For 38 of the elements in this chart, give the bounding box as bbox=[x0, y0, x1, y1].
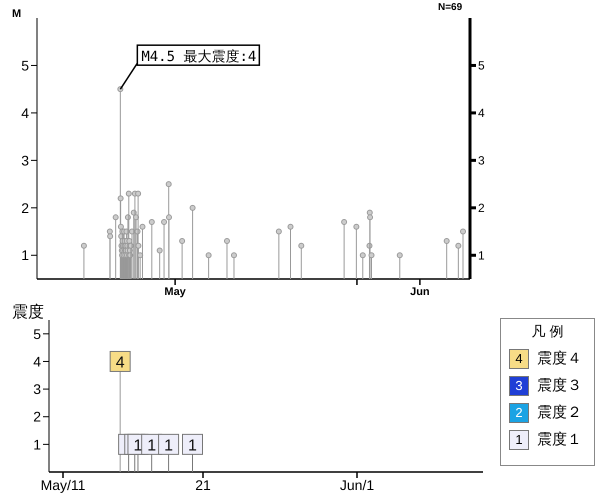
text: 1 bbox=[509, 430, 529, 450]
y-axis-title: M bbox=[12, 8, 22, 20]
data-label: 1 bbox=[188, 437, 198, 454]
y2-tick-label: 3 bbox=[478, 154, 485, 168]
text: 3 bbox=[509, 376, 529, 396]
text: 4 bbox=[509, 348, 529, 368]
y2-tick-label: 4 bbox=[478, 106, 485, 120]
y-tick-label: 3 bbox=[21, 152, 30, 168]
y-tick-label: 3 bbox=[33, 381, 42, 398]
y2-tick-label: 2 bbox=[478, 201, 485, 216]
legend-label: 震度３ bbox=[537, 376, 582, 395]
data-label: 4 bbox=[116, 354, 125, 372]
y-tick-label: 4 bbox=[21, 104, 30, 121]
legend-title: 凡 例 bbox=[530, 323, 564, 341]
legend-label: 震度１ bbox=[537, 430, 582, 449]
y-tick-label: 2 bbox=[33, 408, 42, 425]
y-tick-label: 1 bbox=[21, 247, 30, 264]
text: 2 bbox=[509, 402, 529, 422]
y-tick-label: 2 bbox=[21, 200, 30, 216]
y-tick-label: 5 bbox=[33, 326, 42, 342]
annotation: M4.5 最大震度:4 bbox=[141, 49, 256, 66]
y-axis-title: 震度 bbox=[12, 302, 44, 323]
y-tick-label: 5 bbox=[21, 57, 30, 74]
y-tick-label: 1 bbox=[33, 436, 42, 452]
legend-label: 震度４ bbox=[537, 349, 582, 368]
x-tick-label: May/11 bbox=[40, 476, 86, 493]
y-tick-label: 4 bbox=[33, 353, 42, 370]
data-label: 1 bbox=[164, 437, 174, 454]
data-label: 1 bbox=[134, 437, 143, 454]
legend-label: 震度２ bbox=[537, 403, 582, 422]
text: N=69 bbox=[438, 2, 462, 13]
x-tick-label: Jun/1 bbox=[340, 476, 374, 493]
x-tick-label: 21 bbox=[195, 476, 211, 493]
x-tick-label: Jun bbox=[410, 286, 430, 298]
y2-tick-label: 5 bbox=[478, 58, 485, 73]
x-tick-label: May bbox=[164, 286, 187, 298]
data-label: 1 bbox=[147, 437, 156, 454]
y2-tick-label: 1 bbox=[478, 248, 485, 263]
